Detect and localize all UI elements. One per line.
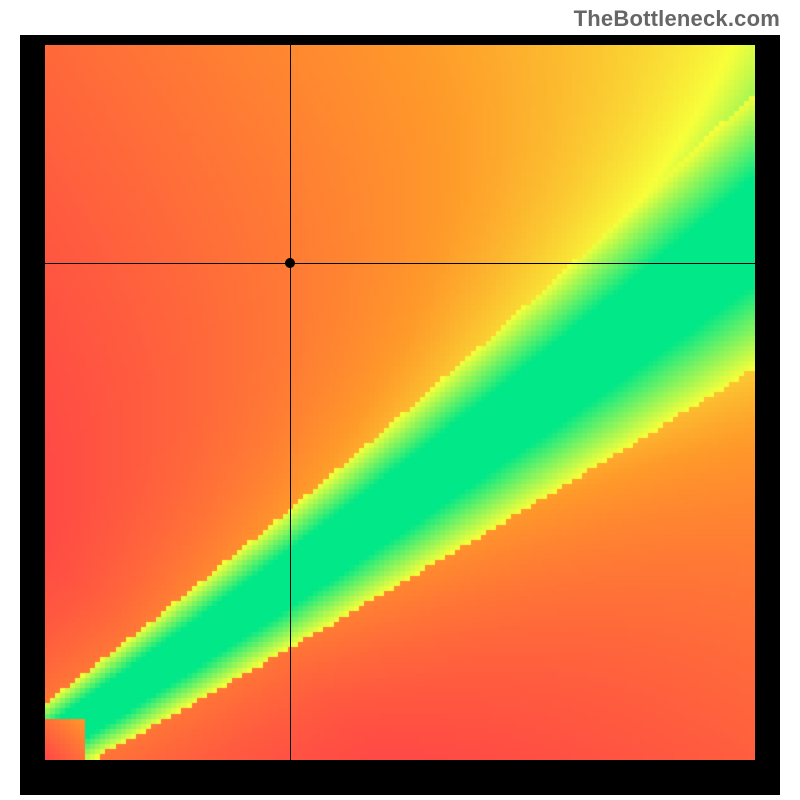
watermark-text: TheBottleneck.com <box>574 6 780 32</box>
chart-plot-area <box>45 45 755 760</box>
crosshair-marker <box>285 258 295 268</box>
crosshair-horizontal <box>45 263 755 264</box>
chart-container: TheBottleneck.com <box>0 0 800 800</box>
chart-frame <box>20 35 780 795</box>
heatmap-canvas <box>45 45 755 760</box>
crosshair-vertical <box>290 45 291 760</box>
